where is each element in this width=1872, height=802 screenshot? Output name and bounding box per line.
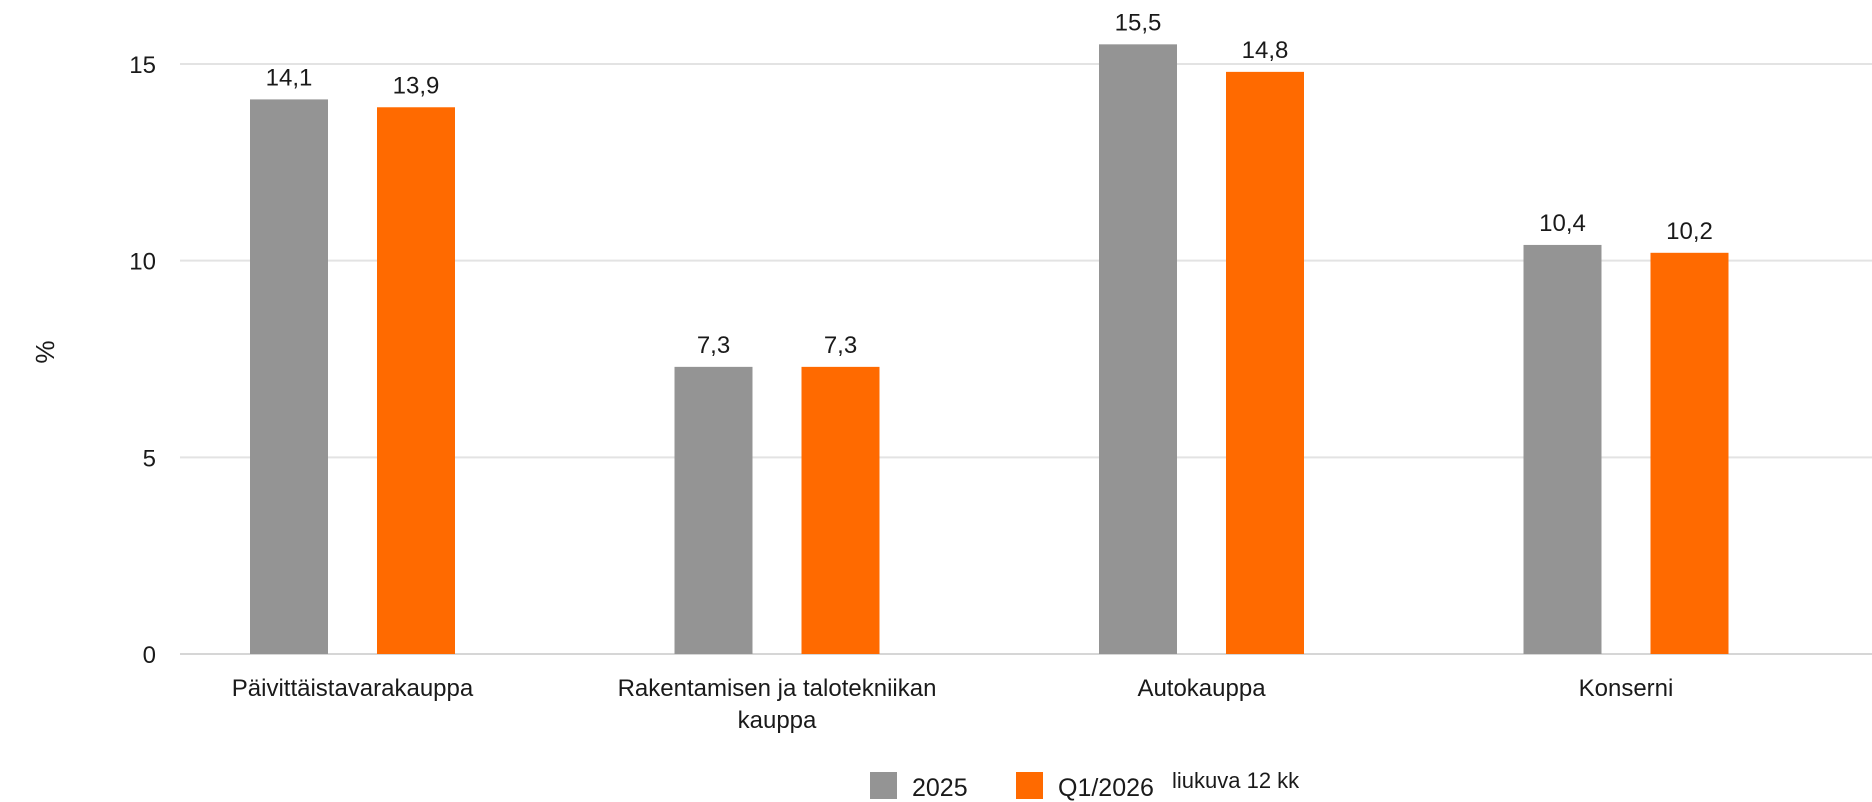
data-label: 14,8: [1242, 37, 1289, 64]
data-label: 10,4: [1539, 210, 1586, 237]
x-axis-categories: Päivittäistavarakauppa Rakentamisen ja ta…: [232, 675, 1674, 734]
data-label: 7,3: [824, 332, 857, 359]
x-category-label: Rakentamisen ja talotekniikan: [618, 675, 937, 702]
x-category-label: Konserni: [1579, 675, 1674, 702]
y-axis-title: %: [30, 340, 60, 363]
legend-swatch: [1016, 772, 1043, 799]
y-tick-label: 10: [129, 249, 156, 276]
data-label: 10,2: [1666, 218, 1713, 245]
x-category-label: kauppa: [738, 707, 817, 734]
legend-label: Q1/2026: [1058, 774, 1154, 802]
bar-2025: [1099, 44, 1177, 655]
bar-q1-2026: [377, 107, 455, 655]
legend: 2025 Q1/2026 liukuva 12 kk: [870, 768, 1300, 802]
bar-2025: [1523, 244, 1602, 654]
data-label: 14,1: [266, 64, 313, 91]
bar-2025: [250, 99, 328, 654]
bars: [250, 44, 1729, 655]
data-label: 7,3: [697, 332, 730, 359]
bar-q1-2026: [1226, 71, 1304, 654]
legend-label: 2025: [912, 774, 968, 802]
y-axis-ticks: 0 5 10 15: [129, 52, 156, 669]
bar-q1-2026: [801, 366, 880, 654]
y-tick-label: 5: [143, 445, 156, 472]
legend-suffix: liukuva 12 kk: [1172, 768, 1300, 793]
data-label: 15,5: [1115, 9, 1162, 36]
y-tick-label: 15: [129, 52, 156, 79]
x-category-label: Päivittäistavarakauppa: [232, 675, 474, 702]
data-labels: 14,1 13,9 7,3 7,3 15,5 14,8 10,4 10,2: [266, 9, 1713, 359]
x-category-label: Autokauppa: [1137, 675, 1266, 702]
bar-2025: [674, 366, 753, 654]
bar-q1-2026: [1650, 252, 1729, 655]
legend-swatch: [870, 772, 897, 799]
y-tick-label: 0: [143, 642, 156, 669]
data-label: 13,9: [393, 72, 440, 99]
